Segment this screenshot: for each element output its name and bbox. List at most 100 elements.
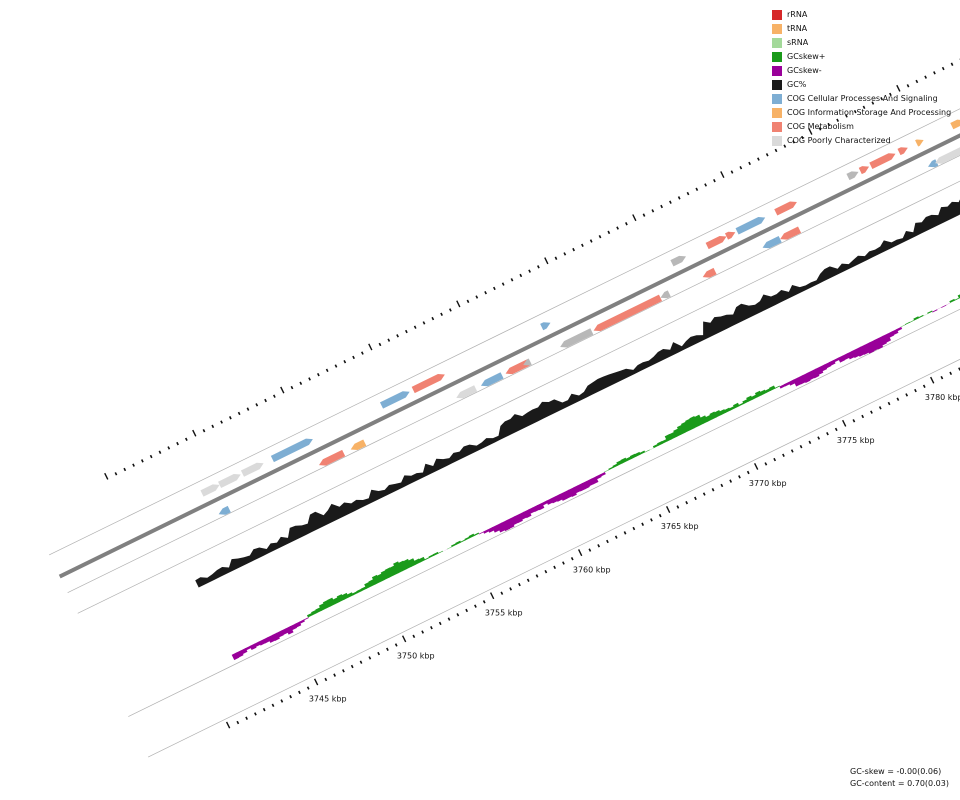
axis-tick (940, 375, 944, 380)
legend-label: sRNA (787, 38, 809, 47)
outer-tick (862, 105, 866, 110)
gene-arrow (593, 294, 663, 332)
gc-skew-negative-bar (478, 531, 484, 535)
outer-tick (748, 161, 751, 166)
outer-tick (632, 214, 637, 222)
gc-skew-positive-bar (306, 612, 313, 618)
axis-tick (271, 703, 275, 708)
gc-skew-negative-bar (851, 348, 860, 358)
gc-skew-positive-bar (923, 313, 929, 317)
gc-skew-negative-bar (896, 326, 903, 332)
gc-skew-negative-bar (810, 368, 820, 379)
gc-skew-negative-bar (864, 342, 875, 354)
outer-tick (264, 398, 267, 403)
outer-tick (713, 178, 716, 183)
outer-tick (325, 368, 329, 373)
gc-skew-negative-bar (568, 487, 577, 498)
outer-tick (387, 338, 391, 342)
outer-tick (422, 321, 426, 325)
gc-skew-negative-bar (496, 522, 506, 533)
gc-skew-positive-bar (738, 402, 745, 407)
outer-tick (801, 135, 804, 140)
gc-skew-positive-bar (927, 310, 933, 314)
gc-skew-positive-bar (604, 469, 610, 473)
gc-skew-negative-bar (249, 643, 257, 651)
gene-arrow (350, 439, 367, 451)
axis-tick (861, 414, 865, 419)
outer-tick (836, 118, 839, 122)
outer-tick (158, 450, 162, 454)
gene-arrow (456, 385, 478, 399)
outer-tick (660, 204, 663, 209)
outer-tick (140, 459, 144, 463)
gc-skew-positive-bar (352, 591, 358, 596)
axis-tick (930, 376, 935, 384)
gc-skew-negative-bar (510, 516, 519, 526)
outer-tick (924, 75, 928, 79)
axis-tick (465, 608, 469, 613)
axis-tick (896, 397, 900, 401)
legend-label: tRNA (787, 24, 808, 33)
legend-swatch (772, 24, 782, 34)
gc-skew-positive-bar (432, 551, 439, 556)
legend-swatch (772, 94, 782, 104)
outer-tick (228, 416, 232, 420)
outer-tick (413, 325, 417, 329)
axis-tick (887, 401, 891, 406)
track-grid-lines (48, 108, 960, 758)
axis-tick (562, 561, 565, 565)
axis-tick (711, 488, 715, 492)
gc-skew-positive-bar (468, 533, 475, 539)
gc-skew-positive-bar (322, 599, 331, 609)
gc-skew-positive-bar (393, 561, 403, 574)
outer-tick (616, 226, 619, 230)
outer-tick (456, 300, 461, 308)
axis-tick (225, 721, 231, 729)
gc-skew-negative-bar (505, 518, 515, 529)
gene-arrow (319, 449, 346, 466)
gene-arrow (858, 166, 870, 175)
gc-skew-negative-bar (483, 529, 490, 534)
gc-skew-positive-bar (774, 385, 780, 389)
gc-skew-negative-bar (245, 645, 252, 651)
axis-tick (799, 444, 803, 449)
gc-skew-stat: GC-skew = -0.00(0.06) (850, 767, 942, 776)
gene-arrow (379, 391, 410, 409)
gc-skew-negative-bar (833, 357, 840, 363)
gc-skew-positive-bar (764, 388, 771, 394)
axis-tick (535, 574, 539, 578)
outer-tick (669, 200, 672, 204)
legend-item-cog-metabolism: COG Metabolism (772, 120, 951, 134)
axis-tick-label: 3770 kbp (749, 479, 787, 488)
legend-item-cog-information: COG Information Storage And Processing (772, 106, 951, 120)
gc-skew-positive-bar (398, 560, 408, 572)
outer-tick (176, 441, 179, 446)
gc-skew-positive-bar (371, 574, 381, 585)
axis-tick (386, 647, 389, 651)
outer-tick (792, 140, 795, 144)
outer-tick (845, 114, 848, 118)
outer-tick (255, 403, 259, 407)
gc-skew-positive-bar (447, 546, 453, 550)
legend-item-srna: sRNA (772, 36, 951, 50)
axis-tick (526, 578, 530, 582)
outer-tick (730, 170, 734, 174)
axis-tick (641, 522, 645, 526)
gc-skew-negative-bar (303, 617, 309, 621)
axis-tick (949, 371, 953, 376)
gc-content-stat: GC-content = 0.70(0.03) (850, 779, 949, 788)
outer-tick (510, 278, 514, 282)
outer-tick (642, 213, 646, 217)
axis-tick-label: 3755 kbp (485, 608, 523, 617)
outer-tick (871, 101, 875, 105)
gc-skew-positive-bar (315, 607, 322, 614)
outer-tick (915, 79, 919, 84)
outer-tick (184, 437, 188, 442)
axis-tick (553, 565, 557, 570)
gc-skew-positive-bar (403, 558, 412, 570)
legend-swatch (772, 108, 782, 118)
axis-tick (878, 406, 882, 410)
gene-arrow (869, 153, 896, 169)
outer-tick (149, 454, 153, 459)
axis-tick (412, 634, 416, 639)
